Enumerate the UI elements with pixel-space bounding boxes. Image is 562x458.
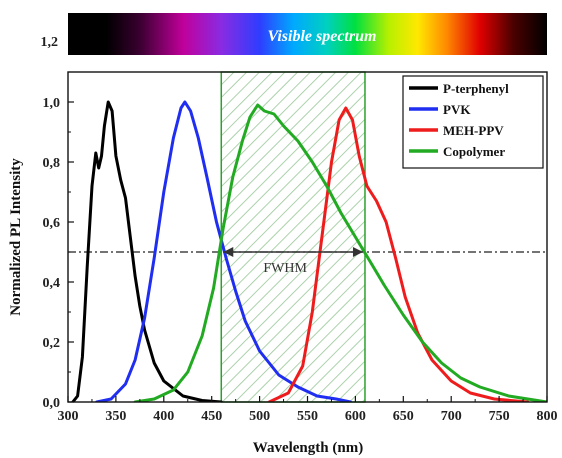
x-tick-label: 800	[537, 409, 558, 424]
x-tick-label: 550	[297, 409, 318, 424]
series-line-p-terphenyl	[71, 100, 223, 402]
legend-label: PVK	[443, 102, 471, 117]
y-tick-label: 0,8	[43, 156, 61, 171]
fwhm-arrowhead-left	[223, 247, 234, 257]
legend-label: MEH-PPV	[443, 123, 504, 138]
x-tick-label: 300	[58, 409, 79, 424]
x-tick-label: 750	[489, 409, 510, 424]
fwhm-arrow	[223, 247, 363, 257]
y-tick-label: 0,6	[43, 216, 61, 231]
visible-spectrum-bar	[68, 13, 547, 55]
fwhm-label: FWHM	[263, 261, 307, 276]
x-tick-label: 350	[105, 409, 126, 424]
spectrum-y-tick-label: 1,2	[41, 35, 59, 50]
x-axis-title: Wavelength (nm)	[253, 440, 363, 456]
y-tick-label: 1,0	[43, 96, 61, 111]
visible-spectrum-label: Visible spectrum	[268, 28, 377, 45]
x-tick-label: 600	[345, 409, 366, 424]
x-tick-label: 500	[249, 409, 270, 424]
x-tick-label: 450	[201, 409, 222, 424]
legend: P-terphenyl PVK MEH-PPV Copolymer	[402, 75, 544, 169]
series-line-meh-ppv	[267, 106, 530, 402]
y-axis-title: Normalized PL Intensity	[8, 158, 24, 316]
series-line-copolymer	[133, 103, 547, 402]
x-tick-label: 650	[393, 409, 414, 424]
series-line-pvk	[95, 100, 353, 402]
fwhm-highlight-band	[220, 71, 366, 403]
fwhm-arrowhead-right	[352, 247, 363, 257]
y-tick-label: 0,4	[43, 276, 61, 291]
x-tick-label: 700	[441, 409, 462, 424]
legend-label: Copolymer	[443, 144, 505, 159]
y-tick-label: 0,0	[43, 396, 61, 411]
legend-label: P-terphenyl	[443, 81, 509, 96]
y-tick-label: 0,2	[43, 336, 61, 351]
x-tick-label: 400	[153, 409, 174, 424]
